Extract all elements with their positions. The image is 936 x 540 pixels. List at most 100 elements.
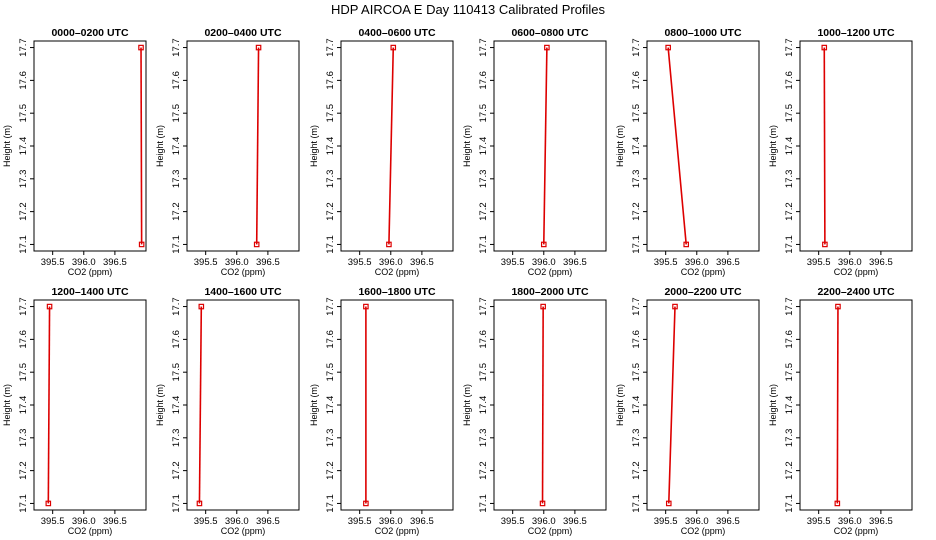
y-axis-label: Height (m) bbox=[309, 125, 319, 167]
y-tick-label: 17.2 bbox=[478, 461, 489, 480]
y-tick-label: 17.7 bbox=[631, 38, 642, 57]
x-tick-label: 395.5 bbox=[348, 257, 372, 268]
x-tick-label: 395.5 bbox=[41, 257, 65, 268]
y-tick-label: 17.3 bbox=[784, 170, 795, 189]
y-tick-label: 17.4 bbox=[18, 137, 29, 156]
y-tick-label: 17.5 bbox=[631, 104, 642, 123]
data-point bbox=[835, 303, 841, 310]
y-tick-label: 17.7 bbox=[631, 297, 642, 316]
y-tick-label: 17.2 bbox=[325, 461, 336, 480]
profile-line bbox=[140, 47, 143, 245]
data-point bbox=[138, 44, 144, 51]
profile-line bbox=[198, 306, 203, 504]
y-axis: 17.1 17.2 17.3 17.4 17.5 17.6 17.7 Height (m) bbox=[155, 297, 187, 513]
y-tick-label: 17.7 bbox=[18, 38, 29, 57]
y-tick-label: 17.3 bbox=[478, 429, 489, 448]
data-point bbox=[665, 500, 672, 507]
profile-line bbox=[541, 306, 544, 504]
y-axis: 17.1 17.2 17.3 17.4 17.5 17.6 17.7 Height (m) bbox=[309, 38, 341, 254]
x-tick-label: 396.5 bbox=[716, 257, 740, 268]
y-tick-label: 17.5 bbox=[18, 363, 29, 382]
data-point bbox=[544, 44, 550, 51]
y-tick-label: 17.4 bbox=[325, 396, 336, 415]
x-tick-label: 395.5 bbox=[654, 257, 678, 268]
y-tick-label: 17.3 bbox=[18, 429, 29, 448]
x-tick-label: 396.0 bbox=[379, 516, 403, 527]
profile-line bbox=[667, 306, 676, 504]
y-tick-label: 17.6 bbox=[325, 330, 336, 349]
panel-title: 1200–1400 UTC bbox=[51, 286, 128, 298]
x-axis-label: CO2 (ppm) bbox=[681, 267, 726, 277]
data-point bbox=[363, 303, 369, 310]
plot-frame bbox=[799, 299, 913, 511]
x-tick-label: 396.0 bbox=[838, 257, 862, 268]
y-tick-label: 17.3 bbox=[18, 170, 29, 189]
y-tick-label: 17.4 bbox=[325, 137, 336, 156]
data-point bbox=[363, 500, 369, 507]
x-tick-label: 396.0 bbox=[532, 516, 556, 527]
x-tick-label: 396.0 bbox=[532, 257, 556, 268]
plot-frame bbox=[493, 40, 607, 252]
y-tick-label: 17.6 bbox=[784, 330, 795, 349]
y-tick-label: 17.2 bbox=[784, 202, 795, 221]
data-point bbox=[255, 44, 262, 51]
y-tick-label: 17.3 bbox=[325, 170, 336, 189]
y-axis: 17.1 17.2 17.3 17.4 17.5 17.6 17.7 Height (m) bbox=[615, 297, 647, 513]
x-tick-label: 395.5 bbox=[194, 257, 218, 268]
y-axis: 17.1 17.2 17.3 17.4 17.5 17.6 17.7 Height (m) bbox=[155, 38, 187, 254]
y-tick-label: 17.4 bbox=[171, 396, 182, 415]
y-tick-label: 17.3 bbox=[171, 429, 182, 448]
x-tick-label: 395.5 bbox=[654, 516, 678, 527]
x-tick-label: 396.5 bbox=[563, 257, 587, 268]
y-tick-label: 17.5 bbox=[631, 363, 642, 382]
y-tick-label: 17.2 bbox=[18, 461, 29, 480]
y-tick-label: 17.6 bbox=[631, 71, 642, 90]
x-axis-label: CO2 (ppm) bbox=[834, 526, 879, 536]
x-axis-label: CO2 (ppm) bbox=[681, 526, 726, 536]
y-axis-label: Height (m) bbox=[462, 384, 472, 426]
y-tick-label: 17.3 bbox=[631, 170, 642, 189]
x-tick-label: 395.5 bbox=[501, 516, 525, 527]
y-axis-label: Height (m) bbox=[155, 125, 165, 167]
x-tick-label: 396.5 bbox=[563, 516, 587, 527]
y-tick-label: 17.5 bbox=[325, 104, 336, 123]
y-tick-label: 17.7 bbox=[478, 297, 489, 316]
y-tick-label: 17.4 bbox=[478, 137, 489, 156]
y-tick-label: 17.7 bbox=[325, 297, 336, 316]
x-tick-label: 395.5 bbox=[348, 516, 372, 527]
y-tick-label: 17.1 bbox=[325, 494, 336, 513]
figure-title: HDP AIRCOA E Day 110413 Calibrated Profi… bbox=[331, 2, 606, 17]
y-tick-label: 17.5 bbox=[784, 104, 795, 123]
profile-line bbox=[667, 47, 687, 245]
x-tick-label: 396.0 bbox=[72, 257, 96, 268]
y-tick-label: 17.7 bbox=[325, 38, 336, 57]
x-axis-label: CO2 (ppm) bbox=[68, 267, 113, 277]
plot-frame bbox=[33, 299, 147, 511]
plot-frame bbox=[646, 40, 760, 252]
data-point bbox=[386, 241, 392, 248]
y-tick-label: 17.6 bbox=[171, 71, 182, 90]
plot-frame bbox=[340, 40, 454, 252]
y-tick-label: 17.2 bbox=[478, 202, 489, 221]
x-tick-label: 395.5 bbox=[807, 257, 831, 268]
y-tick-label: 17.6 bbox=[18, 71, 29, 90]
y-tick-label: 17.7 bbox=[18, 297, 29, 316]
y-tick-label: 17.5 bbox=[478, 363, 489, 382]
panel-title: 0600–0800 UTC bbox=[511, 27, 588, 39]
panel-title: 2000–2200 UTC bbox=[664, 286, 741, 298]
data-point bbox=[196, 500, 203, 507]
y-tick-label: 17.4 bbox=[171, 137, 182, 156]
